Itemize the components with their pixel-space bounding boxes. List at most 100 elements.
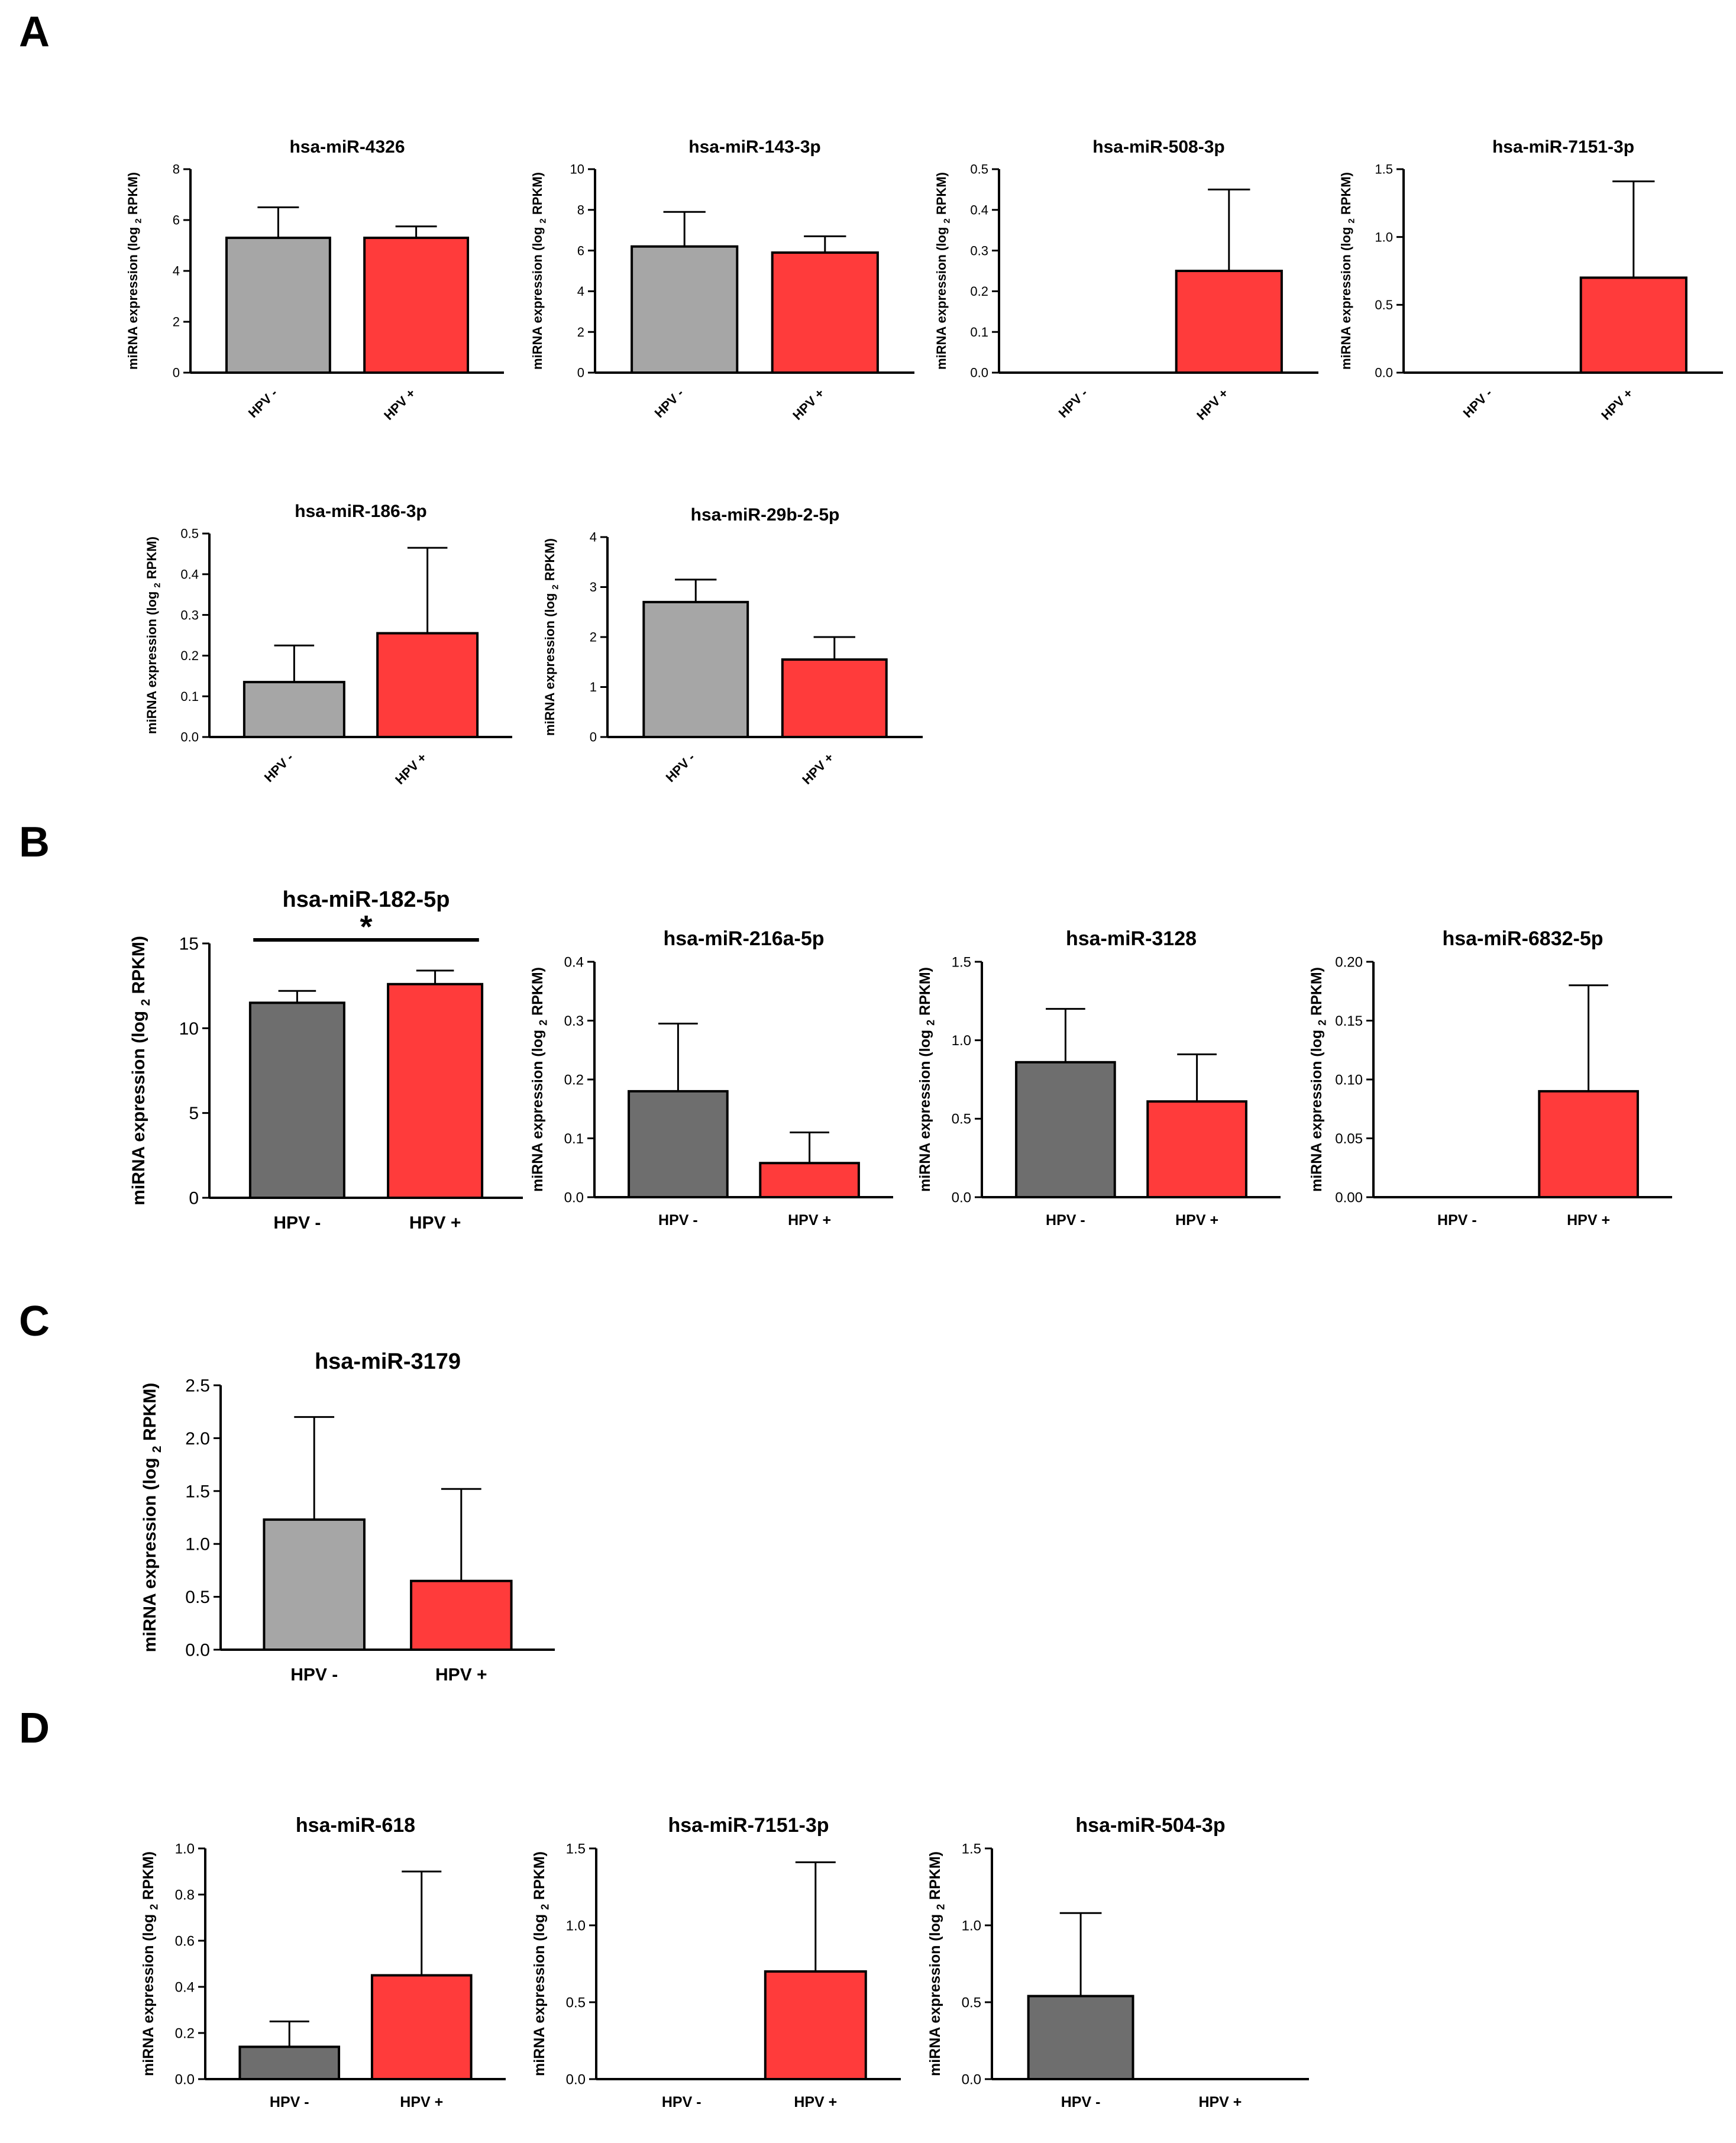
chart-7: 0 5 10 15 hsa-miR-182-5p miRNA expression (lo… [129, 887, 523, 1233]
y-tick-label: 1.0 [566, 1918, 586, 1934]
y-tick-label: 1.0 [185, 1535, 210, 1554]
y-axis-label: miRNA expression (log 2 RPKM) [140, 1383, 164, 1653]
bar-hpv-pos [781, 658, 888, 739]
y-tick-label: 2 [590, 630, 597, 645]
y-tick-label: 0.4 [180, 567, 199, 582]
y-tick-label: 0.0 [185, 1641, 210, 1660]
y-axis-label: miRNA expression (log 2 RPKM) [1339, 172, 1357, 370]
y-axis-label: miRNA expression (log 2 RPKM) [927, 1851, 947, 2076]
bar-hpv-neg [1027, 1995, 1134, 2081]
chart-title: hsa-miR-508-3p [1092, 137, 1224, 157]
x-tick-label: HPV + [381, 386, 418, 423]
chart-11: 0.0 0.5 1.0 1.5 2.0 2.5 hsa-miR-3179 miRNA expr… [140, 1349, 555, 1685]
y-axis-label: miRNA expression (log 2 RPKM) [125, 172, 144, 370]
y-tick-label: 1.5 [952, 954, 971, 970]
significance-star: * [360, 909, 372, 945]
chart-title: hsa-miR-7151-3p [1492, 137, 1634, 157]
chart-1: 0 2 4 6 8 hsa-miR-4326 miRNA expression (log 2… [125, 137, 504, 423]
chart-title: hsa-miR-29b-2-5p [691, 505, 840, 525]
x-tick-label: HPV - [270, 2094, 309, 2110]
y-tick-label: 1.0 [962, 1918, 981, 1934]
x-tick-label: HPV + [1598, 386, 1635, 423]
chart-14: 0.0 0.5 1.0 1.5 hsa-miR-504-3p miRNA expressi… [927, 1814, 1309, 2110]
y-tick-label: 0.2 [970, 284, 988, 299]
bar-hpv-neg [642, 600, 749, 738]
y-tick-label: 1.5 [1375, 162, 1393, 177]
bar-hpv-neg [1015, 1061, 1116, 1199]
y-tick-label: 0.4 [175, 1979, 195, 1995]
bar-hpv-pos [410, 1579, 513, 1651]
y-axis-label: miRNA expression (log 2 RPKM) [129, 936, 153, 1205]
y-tick-label: 4 [590, 530, 597, 545]
chart-8: 0.0 0.1 0.2 0.3 0.4 hsa-miR-216a-5p miRNA expr… [529, 927, 893, 1229]
chart-title: hsa-miR-6832-5p [1442, 927, 1603, 950]
y-tick-label: 10 [179, 1019, 199, 1039]
panel-label-c: C [19, 1298, 50, 1345]
y-tick-label: 0.2 [180, 648, 199, 663]
x-tick-label: HPV + [1194, 386, 1231, 423]
y-tick-label: 0.5 [1375, 298, 1393, 312]
bar-hpv-pos [759, 1162, 860, 1199]
y-tick-label: 0.0 [566, 2071, 586, 2087]
bar-hpv-neg [243, 681, 345, 738]
chart-5: 0.0 0.1 0.2 0.3 0.4 0.5 hsa-miR-186-3p miRNA ex… [144, 502, 512, 787]
x-tick-label: HPV - [290, 1665, 338, 1685]
x-tick-label: HPV - [658, 1212, 698, 1229]
chart-title: hsa-miR-618 [296, 1814, 415, 1837]
y-tick-label: 0.20 [1335, 954, 1363, 970]
y-tick-label: 0.5 [962, 1995, 981, 2011]
x-tick-label: HPV - [652, 386, 687, 421]
x-tick-label: HPV - [1437, 1212, 1477, 1229]
y-tick-label: 0 [590, 730, 597, 745]
y-tick-label: 1.5 [185, 1482, 210, 1501]
y-tick-label: 0.0 [175, 2071, 195, 2087]
x-tick-label: HPV + [788, 1212, 831, 1229]
x-tick-label: HPV + [1198, 2094, 1242, 2110]
y-tick-label: 0.2 [564, 1072, 584, 1088]
y-tick-label: 0 [173, 366, 180, 380]
y-axis-label: miRNA expression (log 2 RPKM) [917, 967, 937, 1192]
y-tick-label: 1.0 [952, 1033, 971, 1049]
bar-hpv-neg [225, 237, 331, 374]
chart-10: 0.00 0.05 0.10 0.15 0.20 hsa-miR-6832-5p miRNA… [1308, 927, 1672, 1229]
x-tick-label: HPV - [1046, 1212, 1085, 1229]
y-tick-label: 0.4 [564, 954, 584, 970]
bar-hpv-pos [771, 251, 879, 374]
x-tick-label: HPV + [790, 386, 827, 423]
y-axis-label: miRNA expression (log 2 RPKM) [531, 1851, 551, 2076]
y-tick-label: 1.0 [175, 1841, 195, 1857]
x-tick-label: HPV + [392, 750, 429, 787]
y-tick-label: 2 [173, 315, 180, 329]
bar-hpv-pos [363, 237, 470, 374]
x-tick-label: HPV + [1175, 1212, 1218, 1229]
bar-hpv-pos [764, 1970, 867, 2080]
y-axis-label: miRNA expression (log 2 RPKM) [144, 536, 163, 734]
y-tick-label: 0.5 [180, 526, 199, 541]
bar-hpv-pos [376, 632, 479, 739]
bar-hpv-pos [1538, 1090, 1639, 1199]
y-tick-label: 1.0 [1375, 230, 1393, 244]
x-tick-label: HPV - [273, 1213, 321, 1233]
chart-title: hsa-miR-182-5p [283, 887, 450, 912]
y-tick-label: 0.3 [564, 1013, 584, 1029]
y-tick-label: 1.5 [566, 1841, 586, 1857]
y-tick-label: 0.1 [564, 1131, 584, 1147]
x-tick-label: HPV + [400, 2094, 443, 2110]
bar-hpv-neg [238, 2045, 341, 2080]
x-tick-label: HPV - [1460, 386, 1495, 421]
bar-hpv-pos [387, 982, 484, 1200]
y-tick-label: 8 [577, 203, 584, 218]
bar-hpv-neg [631, 245, 739, 374]
chart-title: hsa-miR-7151-3p [668, 1814, 829, 1837]
y-tick-label: 0.0 [952, 1190, 971, 1205]
y-tick-label: 0.5 [185, 1588, 210, 1607]
y-tick-label: 0.5 [566, 1995, 586, 2011]
y-tick-label: 6 [577, 243, 584, 258]
x-tick-label: HPV + [1567, 1212, 1610, 1229]
y-tick-label: 0.3 [180, 607, 199, 622]
y-tick-label: 0.0 [180, 730, 199, 745]
y-tick-label: 2.5 [185, 1376, 210, 1396]
y-axis-label: miRNA expression (log 2 RPKM) [529, 967, 549, 1192]
chart-4: 0.0 0.5 1.0 1.5 hsa-miR-7151-3p miRNA express… [1339, 137, 1723, 423]
